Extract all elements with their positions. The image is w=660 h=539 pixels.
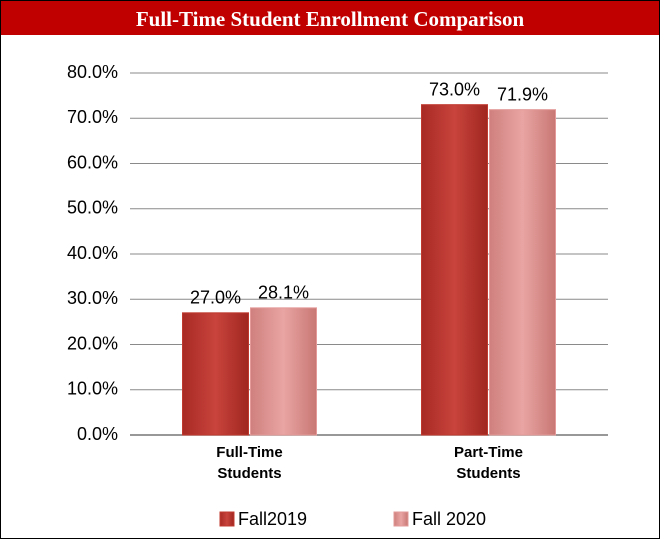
bar (421, 104, 488, 436)
y-tick-label: 70.0% (67, 107, 118, 127)
y-tick-label: 50.0% (67, 198, 118, 218)
data-label: 71.9% (497, 84, 548, 104)
y-tick-label: 10.0% (67, 379, 118, 399)
x-tick-label: Full-Time Students (216, 444, 283, 482)
data-label: 27.0% (190, 288, 241, 308)
x-tick-label: Part-Time Students (454, 444, 523, 482)
legend-marker (393, 511, 409, 527)
bar (182, 312, 249, 436)
legend-marker (219, 511, 235, 527)
legend-label: Fall 2020 (412, 509, 486, 529)
y-tick-label: 40.0% (67, 243, 118, 263)
data-label: 28.1% (258, 283, 309, 303)
y-tick-label: 0.0% (77, 424, 118, 444)
legend-label: Fall2019 (238, 509, 307, 529)
data-label: 73.0% (429, 79, 480, 99)
bar (250, 307, 317, 436)
y-tick-label: 20.0% (67, 333, 118, 353)
y-tick-label: 80.0% (67, 62, 118, 82)
y-tick-label: 30.0% (67, 288, 118, 308)
y-tick-label: 60.0% (67, 152, 118, 172)
chart-title: Full-Time Student Enrollment Comparison (1, 1, 659, 35)
bar (489, 109, 556, 436)
